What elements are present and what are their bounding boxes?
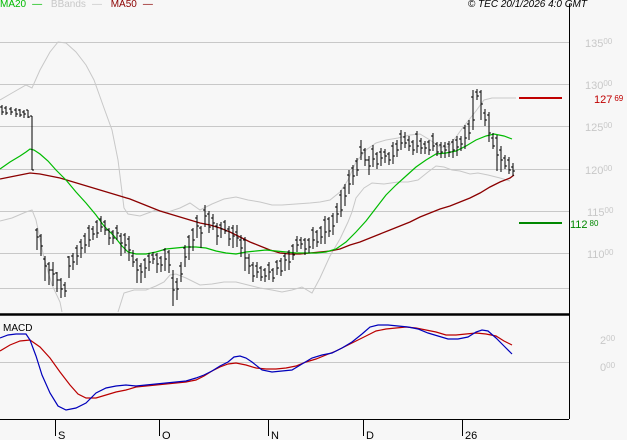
price-y-axis: 13500 13000 12500 12000 11500 11000 127 6… (570, 37, 624, 261)
support-label: 112 80 (570, 219, 599, 231)
macd-line (0, 324, 513, 411)
x-tick-n: N (271, 430, 279, 440)
ma20-line (0, 133, 513, 255)
ma50-line (0, 172, 515, 255)
legend-ma50-label: MA50 (110, 0, 137, 10)
copyright-timestamp: © TEC 20/1/2026 4:0 GMT (467, 0, 587, 10)
bbands-upper-line (0, 41, 516, 217)
x-tick-s: S (58, 430, 65, 440)
macd-y-tick-0: 000 (600, 361, 616, 374)
legend-ma50: MA50— (110, 0, 153, 10)
y-tick-120: 12000 (585, 164, 613, 177)
legend-bbands: BBands — (50, 0, 102, 10)
macd-title: MACD (3, 323, 32, 334)
y-tick-110: 11000 (587, 248, 614, 261)
macd-signal-line (0, 326, 513, 399)
resistance-label: 127 69 (594, 94, 624, 106)
legend-ma20-label: MA20 (0, 0, 27, 10)
x-tick-26: 26 (465, 430, 477, 440)
price-ohlc-bars (0, 89, 515, 306)
chart-legend: MA20— BBands — MA50— (0, 0, 159, 10)
macd-y-tick-2: 200 (600, 334, 616, 347)
y-tick-130: 13000 (585, 79, 613, 92)
y-tick-135: 13500 (585, 37, 613, 50)
legend-ma20: MA20— (0, 0, 43, 10)
legend-bbands-label: BBands (50, 0, 86, 10)
price-gridlines (0, 42, 569, 289)
bbands-lower-line (0, 209, 63, 313)
x-axis: S O N D 26 (55, 420, 477, 440)
y-tick-125: 12500 (585, 121, 613, 134)
x-tick-d: D (366, 430, 374, 440)
bbands-lower-line-2 (117, 165, 511, 313)
y-tick-115: 11500 (587, 206, 614, 219)
x-tick-o: O (162, 430, 171, 440)
